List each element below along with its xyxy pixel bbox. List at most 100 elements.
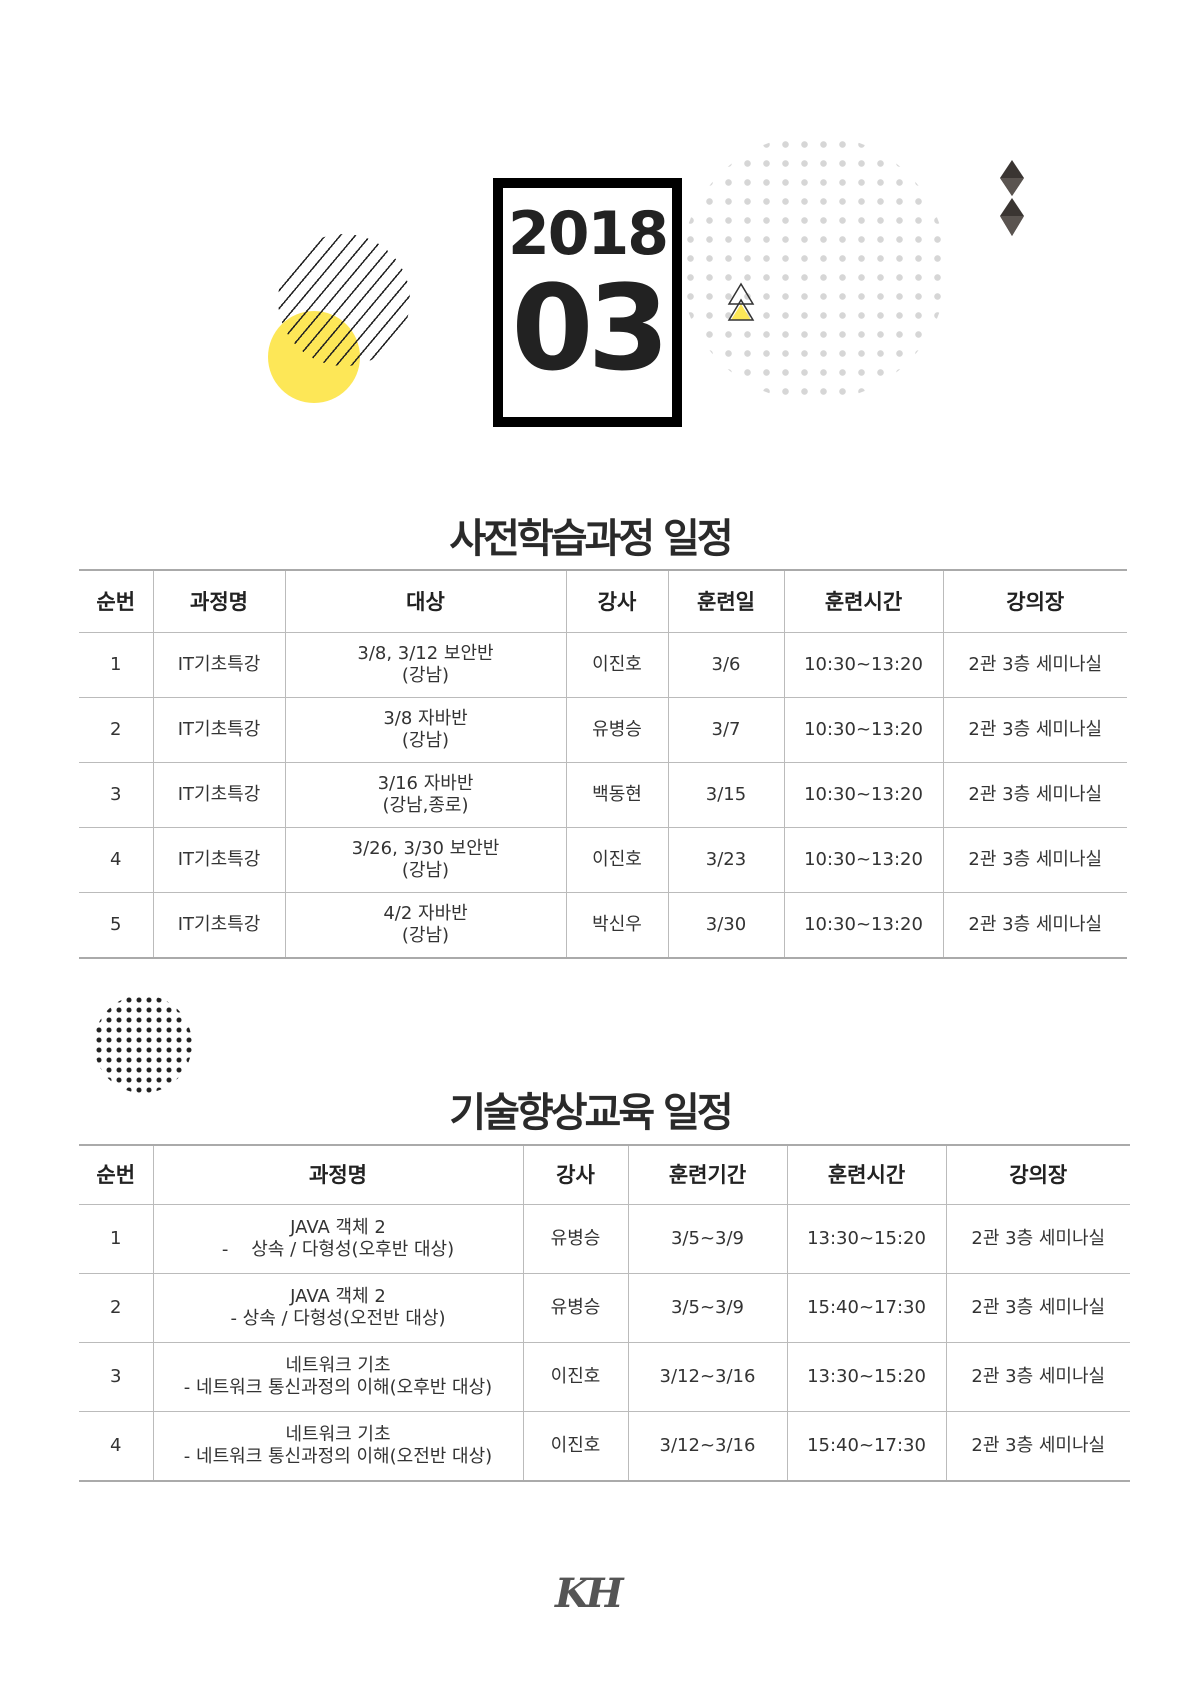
- course-title: 네트워크 기초: [285, 1424, 391, 1445]
- hatched-circle-decoration: [278, 234, 410, 366]
- month: 03: [511, 259, 669, 397]
- date-box: 2018 03: [493, 178, 682, 427]
- course-name: IT기초특강: [152, 762, 286, 828]
- table-row: 2 JAVA 객체 2- 상속 / 다형성(오전반 대상) 유병승 3/5~3/…: [79, 1273, 1130, 1343]
- dark-dotted-circle-decoration: [94, 995, 192, 1093]
- training-date: 3/7: [667, 697, 785, 763]
- target-line: 3/8 자바반: [383, 708, 468, 729]
- target-line: 3/16 자바반: [377, 773, 474, 794]
- row-number: 1: [79, 632, 154, 698]
- course-title: JAVA 객체 2: [290, 1217, 386, 1238]
- room: 2관 3층 세미나실: [945, 1273, 1130, 1343]
- table-header-row: 순번 과정명 대상 강사 훈련일 훈련시간 강의장: [79, 569, 1127, 633]
- course-subtitle: - 네트워크 통신과정의 이해(오후반 대상): [183, 1377, 493, 1398]
- dotted-circle-decoration: [681, 135, 947, 401]
- column-header: 훈련시간: [786, 1144, 947, 1205]
- row-number: 3: [79, 1342, 154, 1412]
- target-location: (강남): [401, 860, 450, 881]
- training-date: 3/6: [667, 632, 785, 698]
- row-number: 4: [79, 827, 154, 893]
- row-number: 2: [79, 1273, 154, 1343]
- column-header: 순번: [79, 569, 154, 633]
- training-period: 3/12~3/16: [627, 1342, 788, 1412]
- training-period: 3/12~3/16: [627, 1411, 788, 1482]
- target-location: (강남): [401, 925, 450, 946]
- column-header: 강사: [522, 1144, 629, 1205]
- section2-title: 기술향상교육 일정: [449, 1090, 733, 1136]
- training-date: 3/30: [667, 892, 785, 959]
- target: 3/26, 3/30 보안반 (강남): [284, 827, 567, 893]
- target-location: (강남): [401, 665, 450, 686]
- table-row: 2 IT기초특강 3/8 자바반 (강남) 유병승 3/7 10:30~13:20…: [79, 697, 1127, 763]
- column-header: 훈련기간: [627, 1144, 788, 1205]
- table-header-row: 순번 과정명 강사 훈련기간 훈련시간 강의장: [79, 1144, 1130, 1205]
- training-date: 3/15: [667, 762, 785, 828]
- course-name: 네트워크 기초 - 네트워크 통신과정의 이해(오전반 대상): [152, 1411, 524, 1482]
- column-header: 강의장: [945, 1144, 1130, 1205]
- room: 2관 3층 세미나실: [945, 1411, 1130, 1482]
- kh-logo: KH: [555, 1570, 624, 1617]
- course-title: 네트워크 기초: [285, 1355, 391, 1376]
- table-row: 1 JAVA 객체 2- 상속 / 다형성(오후반 대상) 유병승 3/5~3/…: [79, 1204, 1130, 1274]
- course-name: IT기초특강: [152, 892, 286, 959]
- course-name: JAVA 객체 2- 상속 / 다형성(오전반 대상): [152, 1273, 524, 1343]
- course-subtitle: - 네트워크 통신과정의 이해(오전반 대상): [183, 1446, 493, 1467]
- training-date: 3/23: [667, 827, 785, 893]
- training-time: 13:30~15:20: [786, 1342, 947, 1412]
- training-time: 10:30~13:20: [783, 892, 944, 959]
- course-name: IT기초특강: [152, 827, 286, 893]
- section1-title: 사전학습과정 일정: [449, 516, 733, 562]
- instructor: 유병승: [522, 1273, 629, 1343]
- instructor: 유병승: [565, 697, 669, 763]
- course-name: IT기초특강: [152, 697, 286, 763]
- column-header: 훈련일: [667, 569, 785, 633]
- row-number: 3: [79, 762, 154, 828]
- column-header: 순번: [79, 1144, 154, 1205]
- target: 3/16 자바반 (강남,종로): [284, 762, 567, 828]
- column-header: 대상: [284, 569, 567, 633]
- column-header: 강의장: [942, 569, 1127, 633]
- target-line: 3/26, 3/30 보안반: [351, 838, 500, 859]
- course-name: JAVA 객체 2- 상속 / 다형성(오후반 대상): [152, 1204, 524, 1274]
- instructor: 이진호: [565, 827, 669, 893]
- room: 2관 3층 세미나실: [945, 1342, 1130, 1412]
- room: 2관 3층 세미나실: [942, 632, 1127, 698]
- training-time: 15:40~17:30: [786, 1411, 947, 1482]
- row-number: 1: [79, 1204, 154, 1274]
- table-row: 1 IT기초특강 3/8, 3/12 보안반 (강남) 이진호 3/6 10:30…: [79, 632, 1127, 698]
- column-header: 강사: [565, 569, 669, 633]
- instructor: 이진호: [522, 1411, 629, 1482]
- course-name: 네트워크 기초 - 네트워크 통신과정의 이해(오후반 대상): [152, 1342, 524, 1412]
- table-row: 5 IT기초특강 4/2 자바반 (강남) 박신우 3/30 10:30~13:2…: [79, 892, 1127, 959]
- course-subtitle: - 상속 / 다형성(오후반 대상): [221, 1239, 455, 1260]
- room: 2관 3층 세미나실: [942, 892, 1127, 959]
- course-subtitle: - 상속 / 다형성(오전반 대상): [230, 1308, 446, 1329]
- table-row: 4 IT기초특강 3/26, 3/30 보안반 (강남) 이진호 3/23 10:…: [79, 827, 1127, 893]
- row-number: 2: [79, 697, 154, 763]
- training-time: 10:30~13:20: [783, 697, 944, 763]
- course-title: JAVA 객체 2: [290, 1286, 386, 1307]
- table-row: 3 네트워크 기초 - 네트워크 통신과정의 이해(오후반 대상) 이진호 3/1…: [79, 1342, 1130, 1412]
- training-time: 10:30~13:20: [783, 762, 944, 828]
- training-time: 10:30~13:20: [783, 827, 944, 893]
- training-time: 15:40~17:30: [786, 1273, 947, 1343]
- instructor: 이진호: [565, 632, 669, 698]
- diamond-icon: [1000, 160, 1024, 236]
- training-time: 10:30~13:20: [783, 632, 944, 698]
- column-header: 훈련시간: [783, 569, 944, 633]
- year: 2018: [508, 199, 669, 269]
- room: 2관 3층 세미나실: [942, 827, 1127, 893]
- row-number: 4: [79, 1411, 154, 1482]
- table-row: 3 IT기초특강 3/16 자바반 (강남,종로) 백동현 3/15 10:30~…: [79, 762, 1127, 828]
- target: 4/2 자바반 (강남): [284, 892, 567, 959]
- training-period: 3/5~3/9: [627, 1204, 788, 1274]
- instructor: 백동현: [565, 762, 669, 828]
- row-number: 5: [79, 892, 154, 959]
- room: 2관 3층 세미나실: [942, 697, 1127, 763]
- pre-learning-schedule-table: 순번 과정명 대상 강사 훈련일 훈련시간 강의장 1 IT기초특강 3/8, …: [79, 569, 1127, 959]
- column-header: 과정명: [152, 569, 286, 633]
- instructor: 이진호: [522, 1342, 629, 1412]
- training-time: 13:30~15:20: [786, 1204, 947, 1274]
- target-line: 4/2 자바반: [383, 903, 468, 924]
- column-header: 과정명: [152, 1144, 524, 1205]
